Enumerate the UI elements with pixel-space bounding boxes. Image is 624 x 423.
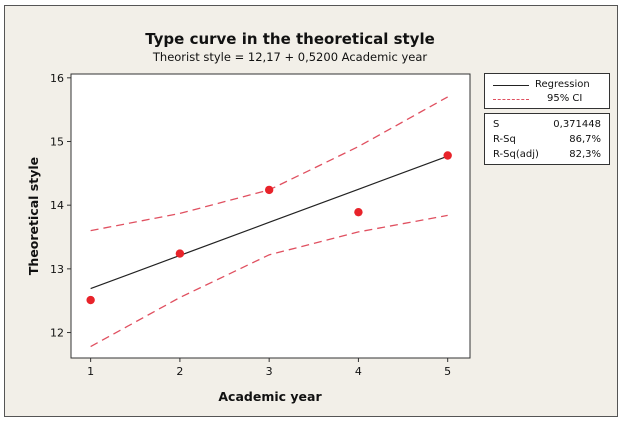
y-tick-label: 13 (50, 263, 64, 276)
stat-row: S 0,371448 (485, 118, 609, 132)
y-tick-label: 12 (50, 327, 64, 340)
chart-title: Type curve in the theoretical style (145, 30, 435, 48)
data-point (354, 207, 363, 217)
data-point (175, 249, 185, 258)
x-tick-label: 2 (176, 365, 183, 378)
y-axis-label: Theoretical style (26, 157, 41, 275)
stat-label: S (493, 119, 500, 130)
y-tick-label: 14 (50, 199, 64, 212)
x-tick-label: 5 (444, 365, 451, 378)
data-point (443, 151, 452, 160)
legend-label: 95% CI (547, 93, 583, 104)
stat-value: 0,371448 (553, 119, 601, 130)
plot-area (70, 73, 471, 359)
ci-lower-line (90, 214, 448, 348)
legend-label: Regression (535, 79, 590, 90)
y-tick-label: 15 (50, 135, 64, 148)
solid-line-swatch-icon (493, 85, 529, 86)
stats-box: S 0,371448 R-Sq 86,7% R-Sq(adj) 82,3% (484, 113, 610, 165)
x-tick-label: 3 (266, 365, 273, 378)
stat-value: 86,7% (569, 134, 601, 145)
regression-line (90, 155, 448, 290)
stat-label: R-Sq (493, 134, 516, 145)
stat-row: R-Sq(adj) 82,3% (485, 148, 609, 162)
dashed-line-swatch-icon (493, 99, 529, 100)
legend-item-ci: 95% CI (485, 92, 609, 106)
x-axis-label: Academic year (218, 389, 322, 404)
stat-value: 82,3% (569, 149, 601, 160)
stat-label: R-Sq(adj) (493, 149, 539, 160)
y-tick-label: 16 (50, 72, 64, 85)
data-point (86, 295, 95, 305)
chart-subtitle: Theorist style = 12,17 + 0,5200 Academic… (152, 50, 428, 64)
stat-row: R-Sq 86,7% (485, 133, 609, 147)
legend: Regression 95% CI (484, 73, 610, 109)
legend-item-regression: Regression (485, 78, 609, 92)
data-point (264, 185, 274, 195)
x-tick-label: 1 (87, 365, 94, 378)
x-tick-label: 4 (355, 365, 362, 378)
